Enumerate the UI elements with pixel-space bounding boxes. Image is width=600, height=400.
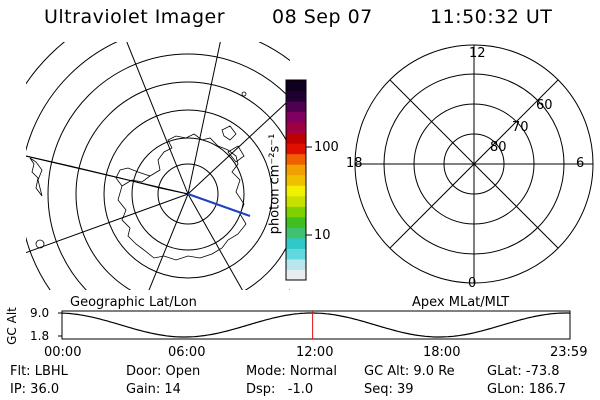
meridian-line	[26, 193, 189, 254]
timeline-axis-label: GC Alt	[5, 307, 19, 345]
meridian-line	[148, 193, 189, 290]
filter-readout: Flt: LBHL	[10, 364, 68, 379]
lat-circle	[75, 81, 290, 290]
colorbar-segment	[286, 90, 306, 102]
colorbar-segment	[286, 227, 306, 239]
mlt-label-0: 0	[468, 276, 477, 291]
colorbar-segment	[286, 132, 306, 144]
island-coast	[241, 91, 247, 97]
instrument-title: Ultraviolet Imager	[44, 6, 226, 28]
colorbar-segment	[286, 195, 306, 207]
orbit-track	[187, 193, 251, 217]
lat-circle	[47, 53, 290, 290]
ip-readout: IP: 36.0	[10, 382, 60, 397]
glat-readout: GLat: -73.8	[487, 364, 560, 379]
colorbar-segment	[286, 143, 306, 155]
lat-circle	[157, 163, 219, 225]
boundary-line	[26, 155, 189, 195]
timeline-tick-1: 06:00	[168, 345, 206, 360]
colorbar-unit: photon cm⁻²s⁻¹	[267, 133, 283, 235]
island-coast	[221, 125, 237, 141]
color-scale-bar	[286, 80, 306, 281]
lat-circle	[103, 109, 273, 279]
colorbar-segment	[286, 111, 306, 123]
colorbar-segment	[286, 269, 306, 281]
colorbar-segment	[286, 185, 306, 197]
colorbar-segment	[286, 164, 306, 176]
antarctica-coastline	[117, 133, 247, 261]
meridian-line	[126, 42, 189, 195]
mlat-label-80: 80	[490, 140, 507, 155]
timeline-tick-3: 18:00	[423, 345, 461, 360]
gain-readout: Gain: 14	[126, 382, 181, 397]
colorbar-label-10: 10	[314, 228, 331, 243]
island-coast	[227, 145, 245, 163]
altitude-curve	[61, 312, 571, 338]
mlt-label-18: 18	[346, 156, 363, 171]
south-america-coast	[29, 157, 43, 197]
peninsula-coastline	[115, 167, 151, 187]
polar-plot	[354, 44, 594, 284]
door-readout: Door: Open	[126, 364, 201, 379]
dsp-readout: Dsp: -1.0	[246, 382, 314, 397]
mlt-diagonal	[389, 79, 559, 249]
mlt-label-12: 12	[469, 46, 486, 61]
observation-time: 11:50:32 UT	[430, 6, 553, 28]
colorbar-segment	[286, 101, 306, 113]
colorbar-segment	[286, 216, 306, 228]
mlt-label-6: 6	[576, 156, 585, 171]
geographic-label: Geographic Lat/Lon	[70, 295, 197, 310]
colorbar-label-100: 100	[314, 140, 339, 155]
colorbar-segment	[286, 237, 306, 249]
colorbar-segment	[286, 80, 306, 92]
meridian-line	[187, 42, 221, 195]
colorbar-segment	[286, 153, 306, 165]
observation-date: 08 Sep 07	[272, 6, 373, 28]
timeline-tick-4: 23:59	[550, 345, 588, 360]
mode-readout: Mode: Normal	[246, 364, 337, 379]
timeline-ymax: 9.0	[30, 306, 50, 320]
lat-circle	[131, 137, 245, 251]
mlat-label-60: 60	[536, 98, 553, 113]
meridian-line	[187, 98, 290, 195]
colorbar-segment	[286, 174, 306, 186]
colorbar-segment	[286, 248, 306, 260]
timeline-ymin: 1.8	[30, 329, 50, 343]
colorbar-frame	[285, 79, 307, 281]
timeline-tick-2: 12:00	[296, 345, 334, 360]
glon-readout: GLon: 186.7	[487, 382, 567, 397]
mlat-label-70: 70	[512, 120, 529, 135]
gc-alt-readout: GC Alt: 9.0 Re	[364, 364, 455, 379]
colorbar-segment	[286, 206, 306, 218]
colorbar-segment	[286, 122, 306, 134]
meridian-line	[187, 193, 243, 290]
timeline-tick-0: 00:00	[44, 345, 82, 360]
timeline-frame	[61, 310, 571, 340]
colorbar-segment	[286, 258, 306, 270]
seq-readout: Seq: 39	[364, 382, 414, 397]
geographic-map	[26, 42, 290, 290]
island-coast	[35, 239, 45, 249]
apex-label: Apex MLat/MLT	[412, 295, 510, 310]
